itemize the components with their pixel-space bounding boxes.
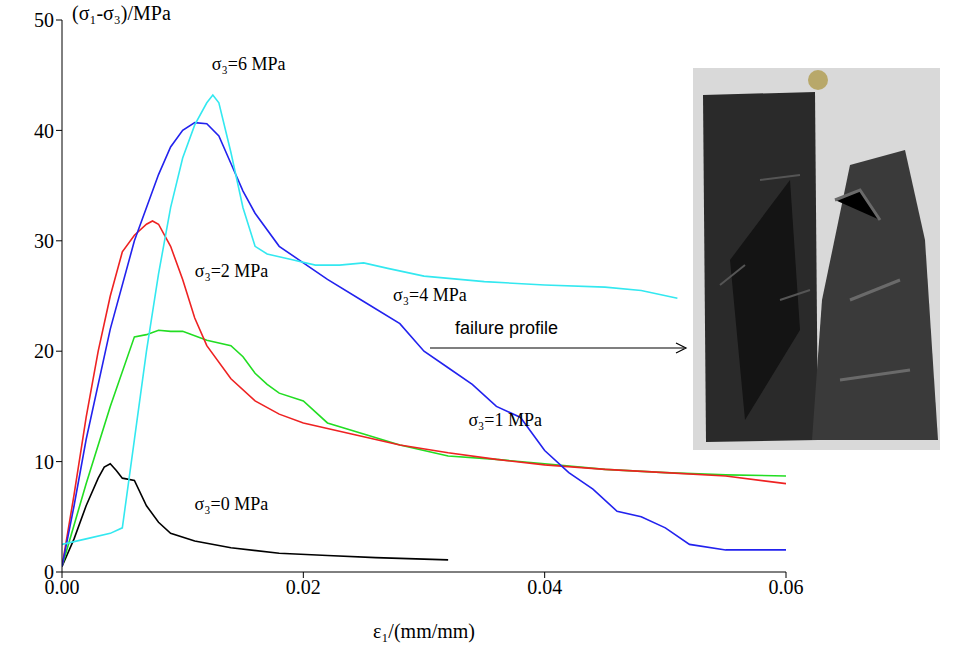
svg-text:σ₃=4 MPa: σ₃=4 MPa	[393, 285, 467, 305]
svg-text:ε₁/(mm/mm): ε₁/(mm/mm)	[373, 620, 475, 643]
svg-text:0.02: 0.02	[286, 576, 321, 598]
svg-text:σ₃=1 MPa: σ₃=1 MPa	[468, 410, 542, 430]
svg-text:σ₃=2 MPa: σ₃=2 MPa	[195, 261, 269, 281]
svg-text:20: 20	[34, 340, 54, 362]
svg-text:10: 10	[34, 451, 54, 473]
svg-text:failure profile: failure profile	[455, 318, 558, 338]
svg-text:30: 30	[34, 230, 54, 252]
svg-text:0: 0	[44, 561, 54, 583]
svg-text:0.04: 0.04	[527, 576, 562, 598]
svg-text:40: 40	[34, 120, 54, 142]
svg-text:0.00: 0.00	[44, 576, 80, 599]
svg-text:0.06: 0.06	[769, 576, 804, 598]
svg-text:σ₃=6 MPa: σ₃=6 MPa	[212, 54, 286, 74]
svg-text:50: 50	[34, 9, 54, 31]
svg-text:σ₃=0 MPa: σ₃=0 MPa	[195, 494, 269, 514]
html-text:(σ₁-σ₃)/MPa: (σ₁-σ₃)/MPa	[72, 2, 171, 24]
